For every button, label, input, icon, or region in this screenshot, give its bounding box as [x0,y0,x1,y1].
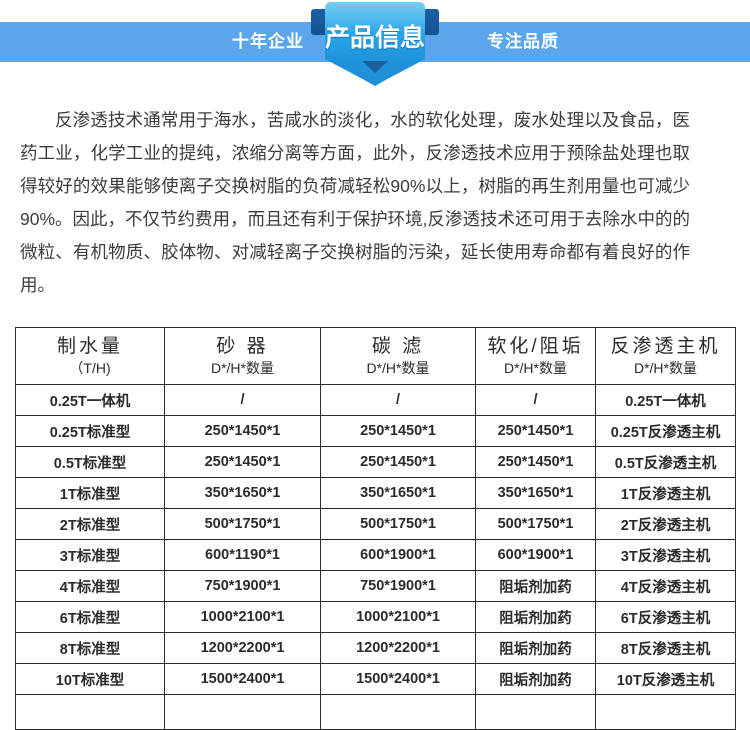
table-cell: 3T反渗透主机 [595,539,736,571]
table-cell: 250*1450*1 [475,446,596,478]
table-cell: 阻垢剂加药 [475,632,596,664]
table-cell: / [475,384,596,416]
product-description: 反渗透技术通常用于海水，苦咸水的淡化，水的软化处理，废水处理以及食品，医药工业，… [20,110,690,295]
banner-left-slogan: 十年企业 [232,32,304,51]
spec-header-cell: 反渗透主机 D*/H*数量 [595,327,736,385]
table-cell [164,694,321,730]
table-cell: 阻垢剂加药 [475,601,596,633]
table-row: 0.5T标准型 250*1450*1 250*1450*1 250*1450*1 0.5… [15,446,736,478]
table-cell: 1200*2200*1 [320,632,476,664]
page-banner: 十年企业 专注品质 产品信息 [0,0,750,90]
table-cell: 6T反渗透主机 [595,601,736,633]
banner-badge-title: 产品信息 [325,24,426,52]
table-cell: / [164,384,321,416]
table-cell: 4T反渗透主机 [595,570,736,602]
table-cell: 750*1900*1 [320,570,476,602]
table-cell: 350*1650*1 [320,477,476,509]
spec-table-body: 0.25T一体机 / //0.25T一体机 0.25T标准型 250*1450*1 250… [15,384,736,730]
table-cell: 0.25T一体机 [595,384,736,416]
spec-header-sub: （T/H) [69,359,111,376]
table-cell: 350*1650*1 [164,477,321,509]
table-row: 10T标准型 1500*2400*1 1500*2400*1 阻垢剂加药 10T反渗透主… [15,663,736,695]
table-row: 4T标准型 750*1900*1 750*1900*1 阻垢剂加药 4T反渗透主机 [15,570,736,602]
table-cell: 1000*2100*1 [320,601,476,633]
table-cell: 600*1900*1 [475,539,596,571]
table-row: 0.25T一体机 / //0.25T一体机 [15,384,736,416]
spec-table-wrapper: 制水量 （T/H) 砂 器 D*/H*数量 碳 滤 D*/H*数量 软化/阻垢 … [15,327,736,730]
table-cell: 2T反渗透主机 [595,508,736,540]
spec-header-cell: 制水量 （T/H) [15,327,165,385]
table-cell: 1500*2400*1 [320,663,476,695]
table-cell: 10T标准型 [15,663,165,695]
table-cell: 1T反渗透主机 [595,477,736,509]
table-cell: 500*1750*1 [475,508,596,540]
spec-header-sub: D*/H*数量 [633,359,697,376]
table-cell: 0.5T标准型 [15,446,165,478]
table-cell: 750*1900*1 [164,570,321,602]
table-cell: 250*1450*1 [164,415,321,447]
table-cell [320,694,476,730]
spec-header-main: 砂 器 [216,335,269,357]
spec-header-main: 制水量 [56,335,123,357]
table-row: 8T标准型 1200*2200*1 1200*2200*1 阻垢剂加药 8T反渗透主机 [15,632,736,664]
table-cell: 0.25T标准型 [15,415,165,447]
table-cell: 8T反渗透主机 [595,632,736,664]
spec-header-sub: D*/H*数量 [366,359,430,376]
table-cell: 1500*2400*1 [164,663,321,695]
table-cell: 1T标准型 [15,477,165,509]
table-cell: 500*1750*1 [320,508,476,540]
table-cell: / [320,384,476,416]
table-cell: 600*1900*1 [320,539,476,571]
spec-header-cell: 砂 器 D*/H*数量 [164,327,321,385]
table-cell: 阻垢剂加药 [475,570,596,602]
spec-header-sub: D*/H*数量 [210,359,274,376]
table-cell: 250*1450*1 [475,415,596,447]
spec-table: 制水量 （T/H) 砂 器 D*/H*数量 碳 滤 D*/H*数量 软化/阻垢 … [15,327,736,730]
table-row [15,694,736,730]
banner-badge-notch-icon [362,61,388,73]
table-cell: 250*1450*1 [320,446,476,478]
table-row: 0.25T标准型 250*1450*1 250*1450*1 250*1450*1 0.… [15,415,736,447]
table-cell [595,694,736,730]
table-cell: 0.25T一体机 [15,384,165,416]
table-cell: 250*1450*1 [164,446,321,478]
spec-header-cell: 碳 滤 D*/H*数量 [320,327,476,385]
table-cell: 1000*2100*1 [164,601,321,633]
table-cell: 500*1750*1 [164,508,321,540]
table-row: 6T标准型 1000*2100*1 1000*2100*1 阻垢剂加药 6T反渗透主机 [15,601,736,633]
table-cell: 4T标准型 [15,570,165,602]
spec-table-header-row: 制水量 （T/H) 砂 器 D*/H*数量 碳 滤 D*/H*数量 软化/阻垢 … [15,327,736,385]
spec-header-main: 反渗透主机 [610,335,721,357]
table-cell: 阻垢剂加药 [475,663,596,695]
table-cell: 8T标准型 [15,632,165,664]
table-cell: 3T标准型 [15,539,165,571]
table-cell: 1200*2200*1 [164,632,321,664]
table-cell: 250*1450*1 [320,415,476,447]
table-cell: 2T标准型 [15,508,165,540]
table-cell: 6T标准型 [15,601,165,633]
table-cell: 0.5T反渗透主机 [595,446,736,478]
spec-header-main: 碳 滤 [371,335,425,357]
table-cell [475,694,596,730]
table-row: 3T标准型 600*1190*1 600*1900*1 600*1900*1 3T反渗透… [15,539,736,571]
spec-header-main: 软化/阻垢 [487,335,584,357]
table-cell: 0.25T反渗透主机 [595,415,736,447]
table-row: 2T标准型 500*1750*1 500*1750*1 500*1750*1 2T反渗透… [15,508,736,540]
table-row: 1T标准型 350*1650*1 350*1650*1 350*1650*1 1T反渗透… [15,477,736,509]
table-cell: 600*1190*1 [164,539,321,571]
spec-header-cell: 软化/阻垢 D*/H*数量 [475,327,596,385]
banner-right-slogan: 专注品质 [487,32,559,51]
table-cell [15,694,165,730]
spec-header-sub: D*/H*数量 [503,359,567,376]
table-cell: 350*1650*1 [475,477,596,509]
table-cell: 10T反渗透主机 [595,663,736,695]
